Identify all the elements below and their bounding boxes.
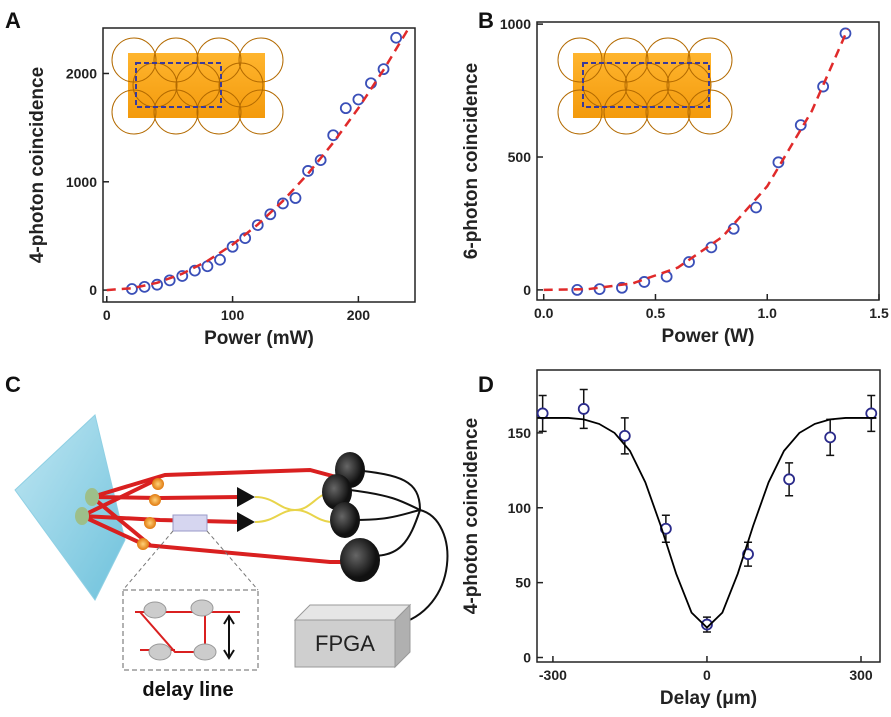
data-point: [289, 192, 302, 204]
coupler: [237, 487, 255, 507]
plot-frame: [102, 27, 416, 303]
y-axis-label: 4-photon coincidence: [27, 67, 48, 263]
coupler: [237, 512, 255, 532]
x-axis-label: Power (mW): [204, 328, 314, 349]
delay-path: [135, 611, 240, 653]
x-tick-label: 1.5: [869, 305, 889, 321]
source: [85, 488, 99, 506]
photon: [144, 517, 156, 529]
source: [75, 507, 89, 525]
x-axis-label: Delay (μm): [660, 688, 757, 709]
delay-element: [172, 514, 208, 532]
data-point: [339, 102, 352, 115]
mirror: [148, 643, 172, 661]
fit-curve: [537, 417, 877, 629]
data-point: [701, 618, 713, 631]
y-tick-label: 1000: [66, 174, 97, 190]
data-point: [772, 156, 785, 169]
y-axis-label: 6-photon coincidence: [461, 63, 482, 259]
photon: [152, 478, 164, 490]
y-tick-label: 2000: [66, 65, 97, 81]
x-tick-label: 1.0: [758, 305, 778, 321]
inset: [111, 37, 284, 135]
data-point: [824, 431, 837, 444]
data-point: [201, 260, 214, 273]
mirror: [143, 601, 167, 619]
x-tick-label: 300: [849, 667, 873, 683]
panel-label: A: [5, 8, 21, 33]
data-point: [390, 31, 403, 44]
fpga-label: FPGA: [315, 631, 375, 656]
mirror: [190, 599, 214, 617]
data-point: [865, 407, 878, 420]
fpga-box-top: [293, 604, 412, 621]
photon: [149, 494, 161, 506]
data-point: [750, 201, 762, 214]
x-tick-label: 100: [221, 307, 245, 323]
detector: [340, 538, 380, 582]
data-point: [226, 240, 239, 253]
data-point: [577, 403, 590, 415]
data-point: [839, 27, 852, 40]
fpga-box-side: [394, 603, 411, 669]
x-axis-label: Power (W): [662, 326, 755, 347]
y-tick-label: 0: [523, 282, 531, 298]
detector: [322, 474, 352, 510]
panel-label: C: [5, 372, 21, 397]
x-tick-label: 0.0: [534, 305, 554, 321]
y-tick-label: 150: [508, 425, 532, 441]
y-tick-label: 1000: [500, 16, 531, 32]
data-point: [817, 80, 830, 93]
plot-frame: [536, 21, 880, 301]
y-tick-label: 50: [515, 575, 531, 591]
y-axis-label: 4-photon coincidence: [461, 418, 482, 614]
chip: [14, 414, 126, 601]
fit-curve: [106, 27, 410, 292]
data-point: [536, 407, 549, 420]
panel-label: B: [478, 8, 494, 33]
data-point: [352, 93, 365, 106]
fiber: [254, 491, 331, 523]
data-point: [188, 264, 201, 277]
zoom-lines: [122, 530, 259, 591]
data-point: [794, 119, 807, 132]
x-tick-label: 0: [703, 667, 711, 683]
data-point: [327, 129, 340, 142]
x-tick-label: 0.5: [646, 305, 666, 321]
setup-diagram: FPGA delay line C: [5, 372, 449, 701]
arrow: [223, 614, 235, 660]
mirror: [193, 643, 217, 661]
y-tick-label: 0: [89, 282, 97, 298]
panel-label: D: [478, 372, 494, 397]
zoom-box: [122, 589, 259, 671]
inset: [557, 37, 733, 135]
delay-line-label: delay line: [142, 679, 233, 701]
y-tick-label: 0: [523, 650, 531, 666]
data-point: [214, 253, 226, 266]
data-point: [277, 197, 289, 210]
detector: [330, 502, 360, 538]
data-point: [302, 165, 314, 177]
x-tick-label: 0: [103, 307, 111, 323]
x-tick-label: 200: [347, 307, 371, 323]
y-tick-label: 100: [508, 500, 532, 516]
photon: [137, 538, 149, 550]
y-tick-label: 500: [508, 149, 532, 165]
fit-curve: [543, 28, 849, 292]
beam-paths: [81, 467, 350, 564]
data-point: [618, 429, 631, 442]
plot-frame: [536, 369, 881, 663]
data-point: [783, 473, 796, 486]
x-tick-label: -300: [539, 667, 567, 683]
